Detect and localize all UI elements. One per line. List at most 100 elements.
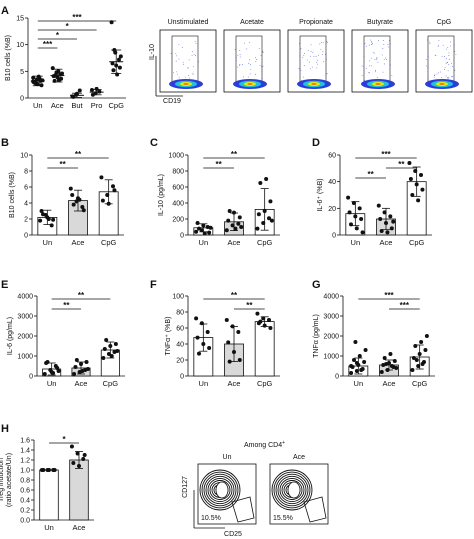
data-point — [357, 354, 362, 358]
y-axis-label-line: (ratio acetate/Un) — [6, 453, 13, 507]
flow-scatter-dot — [446, 77, 448, 78]
data-point — [205, 330, 210, 334]
significance-label: ** — [78, 291, 85, 300]
flow-scatter-dot — [262, 51, 264, 53]
data-point — [56, 69, 61, 74]
x-tick-label: Un — [199, 238, 209, 247]
data-point — [392, 359, 397, 363]
flow-scatter-dot — [447, 78, 449, 80]
flow-scatter-dot — [182, 64, 184, 65]
flow-scatter-dot — [446, 48, 447, 50]
data-point — [384, 362, 389, 366]
data-point — [363, 348, 368, 352]
flow-scatter-dot — [455, 53, 457, 55]
flow-scatter-dot — [187, 67, 189, 68]
flow-scatter-dot — [259, 65, 261, 66]
data-point — [226, 218, 231, 223]
data-point — [268, 199, 273, 204]
flow-scatter-dot — [261, 78, 263, 80]
y-tick-label: 6 — [24, 185, 28, 192]
flow-scatter-dot — [390, 64, 391, 66]
data-point — [346, 195, 351, 200]
flow-scatter-dot — [385, 57, 386, 59]
flow-scatter-dot — [426, 39, 428, 41]
y-tick-label: 0.8 — [20, 478, 30, 485]
panel-letter-b: B — [1, 137, 9, 149]
flow-scatter-dot — [389, 40, 390, 42]
y-tick-label: 1.6 — [20, 438, 30, 445]
y-axis-label: B10 cells (%B) — [5, 35, 12, 81]
flow-scatter-dot — [310, 44, 312, 46]
flow-scatter-dot — [437, 45, 439, 47]
flow-scatter-dot — [438, 39, 440, 41]
data-point — [80, 205, 85, 209]
flow-scatter-dot — [372, 52, 374, 53]
x-tick-label: Ace — [383, 379, 396, 388]
flow-scatter-dot — [453, 44, 455, 46]
flow-scatter-dot — [312, 52, 314, 54]
y-tick-label: 1000 — [168, 153, 184, 160]
significance-label: * — [56, 31, 60, 40]
y-tick-label: 3000 — [323, 314, 339, 321]
flow-scatter-dot — [244, 42, 245, 44]
flow-scatter-dot — [446, 58, 448, 60]
flow-scatter-dot — [260, 54, 262, 56]
flow-scatter-dot — [370, 65, 372, 67]
y-axis-label-line: TNFα (pg/mL) — [313, 314, 320, 358]
significance-label: ** — [63, 301, 70, 310]
flow-h-contour — [271, 469, 313, 511]
data-point — [237, 358, 242, 362]
flow-scatter-dot — [382, 71, 384, 73]
flow-scatter-dot — [363, 66, 365, 67]
y-tick-label: 0 — [335, 374, 339, 381]
flow-scatter-dot — [298, 68, 300, 69]
y-tick-label: 1000 — [323, 354, 339, 361]
data-point — [56, 369, 61, 373]
flow-scatter-dot — [176, 71, 178, 73]
flow-scatter-dot — [444, 67, 446, 68]
data-point — [111, 184, 116, 189]
data-point — [116, 57, 121, 62]
flow-scatter-dot — [371, 43, 373, 45]
flow-scatter-dot — [369, 60, 371, 62]
data-point — [101, 356, 106, 360]
flow-scatter-dot — [316, 67, 318, 69]
data-point — [39, 83, 44, 88]
data-point — [227, 359, 232, 364]
flow-scatter-dot — [376, 58, 378, 60]
data-point — [72, 372, 77, 376]
flow-scatter-dot — [368, 44, 370, 46]
flow-h-axis-arrows — [193, 490, 225, 529]
flow-scatter-dot — [369, 72, 370, 74]
flow-scatter-dot — [261, 66, 262, 68]
flow-scatter-dot — [239, 56, 241, 58]
flow-scatter-dot — [376, 58, 378, 60]
panel-letter-h: H — [1, 423, 9, 435]
y-axis-label-line: IL-10 (pg/mL) — [158, 174, 165, 216]
y-tick-label: 60 — [328, 153, 336, 160]
data-point — [33, 81, 38, 86]
flow-scatter-dot — [307, 49, 309, 51]
flow-h-contour — [279, 477, 305, 503]
flow-scatter-dot — [427, 77, 429, 79]
flow-scatter-dot — [239, 50, 241, 52]
y-tick-label: 10 — [20, 153, 28, 160]
data-point — [82, 453, 87, 457]
data-point — [81, 457, 86, 461]
data-point — [385, 230, 390, 235]
flow-scatter-dot — [255, 57, 256, 59]
data-point — [357, 206, 362, 211]
data-point — [258, 319, 263, 324]
flow-scatter-dot — [178, 43, 180, 45]
flow-scatter-dot — [170, 52, 172, 54]
flow-scatter-dot — [387, 46, 389, 48]
data-point — [264, 177, 269, 181]
flow-scatter-dot — [303, 54, 305, 56]
flow-scatter-dot — [448, 52, 450, 54]
flow-scatter-dot — [448, 55, 450, 56]
flow-scatter-dot — [427, 56, 429, 58]
flow-scatter-dot — [310, 68, 311, 70]
chart-g-tnfa-bar: 0 1000 2000 3000 4000 TNFα (pg/mL) Un Ace CpG ***… — [313, 291, 435, 388]
